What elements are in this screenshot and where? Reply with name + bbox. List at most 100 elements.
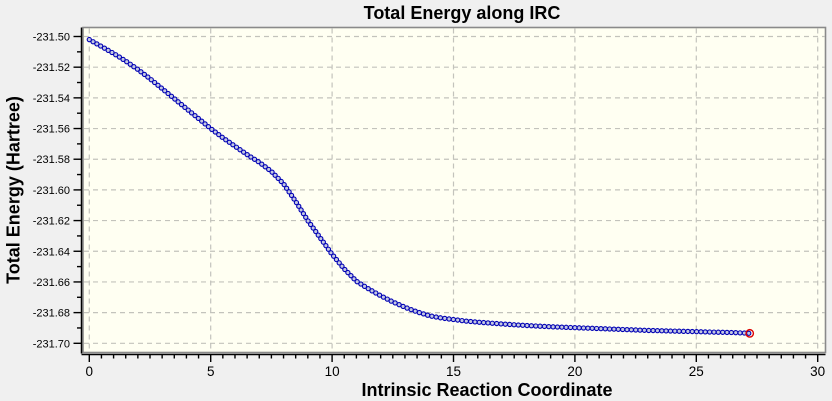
irc-data-point[interactable] bbox=[182, 104, 188, 110]
irc-data-point[interactable] bbox=[342, 266, 348, 273]
irc-data-point[interactable] bbox=[351, 276, 357, 282]
irc-data-point[interactable] bbox=[223, 137, 229, 143]
irc-data-point[interactable] bbox=[226, 139, 232, 145]
irc-data-point[interactable] bbox=[467, 318, 474, 325]
irc-data-point[interactable] bbox=[615, 326, 621, 332]
irc-data-point[interactable] bbox=[124, 59, 130, 65]
irc-data-point[interactable] bbox=[380, 294, 387, 300]
irc-data-point[interactable] bbox=[489, 320, 495, 326]
irc-data-point[interactable] bbox=[476, 319, 482, 325]
irc-data-point[interactable] bbox=[737, 330, 743, 336]
irc-data-point[interactable] bbox=[663, 328, 669, 334]
irc-data-point[interactable] bbox=[365, 286, 371, 292]
irc-data-point[interactable] bbox=[272, 172, 278, 178]
irc-data-point[interactable] bbox=[86, 36, 92, 43]
irc-data-point[interactable] bbox=[328, 250, 334, 256]
irc-data-point[interactable] bbox=[659, 328, 665, 334]
irc-data-point[interactable] bbox=[606, 326, 613, 332]
selected-point-ring[interactable] bbox=[745, 328, 755, 338]
irc-data-point[interactable] bbox=[212, 129, 218, 135]
irc-data-point[interactable] bbox=[424, 312, 431, 318]
irc-data-point[interactable] bbox=[168, 93, 175, 99]
irc-data-point[interactable] bbox=[429, 313, 435, 319]
irc-data-point[interactable] bbox=[315, 232, 321, 238]
irc-data-point[interactable] bbox=[559, 324, 565, 330]
irc-data-point[interactable] bbox=[262, 164, 268, 170]
irc-data-point[interactable] bbox=[646, 327, 652, 334]
irc-data-point[interactable] bbox=[175, 99, 181, 105]
irc-data-point[interactable] bbox=[455, 317, 461, 323]
irc-data-point[interactable] bbox=[209, 126, 215, 133]
irc-data-point[interactable] bbox=[433, 314, 439, 320]
irc-data-point[interactable] bbox=[172, 96, 178, 102]
irc-data-point[interactable] bbox=[358, 281, 364, 287]
irc-data-point[interactable] bbox=[298, 207, 304, 213]
irc-data-point[interactable] bbox=[345, 269, 351, 276]
irc-data-point[interactable] bbox=[205, 124, 212, 130]
irc-data-point[interactable] bbox=[165, 90, 171, 97]
irc-data-point[interactable] bbox=[202, 121, 208, 127]
irc-data-point[interactable] bbox=[706, 329, 713, 335]
irc-data-point[interactable] bbox=[330, 253, 337, 259]
irc-data-point[interactable] bbox=[305, 218, 311, 224]
irc-data-point[interactable] bbox=[437, 315, 444, 321]
irc-data-point[interactable] bbox=[715, 329, 721, 335]
irc-data-point[interactable] bbox=[251, 156, 258, 162]
irc-data-point[interactable] bbox=[446, 316, 452, 322]
irc-data-point[interactable] bbox=[593, 325, 600, 332]
irc-data-point[interactable] bbox=[589, 325, 595, 331]
irc-data-point[interactable] bbox=[693, 328, 700, 335]
irc-data-point[interactable] bbox=[485, 320, 491, 326]
irc-data-point[interactable] bbox=[450, 316, 457, 323]
irc-data-point[interactable] bbox=[216, 131, 222, 138]
irc-data-point[interactable] bbox=[283, 185, 290, 191]
irc-data-point[interactable] bbox=[195, 115, 201, 122]
irc-data-point[interactable] bbox=[199, 118, 205, 124]
irc-data-point[interactable] bbox=[293, 199, 300, 206]
irc-data-point[interactable] bbox=[230, 142, 236, 148]
irc-data-point[interactable] bbox=[637, 327, 643, 333]
irc-data-point[interactable] bbox=[237, 147, 243, 153]
irc-data-point[interactable] bbox=[155, 82, 161, 88]
irc-data-point[interactable] bbox=[494, 320, 500, 327]
irc-data-point[interactable] bbox=[138, 69, 144, 75]
irc-data-point[interactable] bbox=[611, 326, 617, 332]
irc-data-point[interactable] bbox=[746, 330, 752, 336]
irc-data-point[interactable] bbox=[269, 169, 275, 175]
irc-data-point[interactable] bbox=[416, 309, 423, 316]
irc-data-point[interactable] bbox=[275, 175, 281, 181]
irc-data-point[interactable] bbox=[654, 328, 661, 334]
irc-data-point[interactable] bbox=[291, 196, 297, 202]
irc-data-point[interactable] bbox=[336, 260, 342, 266]
irc-data-point[interactable] bbox=[472, 319, 478, 325]
irc-data-point[interactable] bbox=[109, 49, 115, 56]
irc-data-point[interactable] bbox=[463, 318, 469, 324]
irc-data-point[interactable] bbox=[376, 292, 383, 298]
irc-data-point[interactable] bbox=[533, 323, 539, 329]
irc-data-point[interactable] bbox=[480, 319, 487, 326]
irc-data-point[interactable] bbox=[113, 52, 119, 58]
irc-data-point[interactable] bbox=[572, 325, 578, 331]
irc-data-point[interactable] bbox=[94, 41, 100, 47]
irc-data-point[interactable] bbox=[602, 326, 608, 332]
irc-data-point[interactable] bbox=[511, 322, 517, 328]
irc-data-point[interactable] bbox=[680, 328, 687, 334]
irc-data-point[interactable] bbox=[728, 329, 735, 336]
irc-data-point[interactable] bbox=[192, 112, 198, 119]
irc-data-point[interactable] bbox=[240, 149, 247, 155]
irc-data-point[interactable] bbox=[620, 326, 626, 333]
irc-data-point[interactable] bbox=[384, 296, 390, 302]
irc-data-point[interactable] bbox=[339, 263, 345, 269]
irc-data-point[interactable] bbox=[567, 324, 574, 331]
irc-data-point[interactable] bbox=[300, 210, 307, 217]
irc-data-point[interactable] bbox=[162, 88, 168, 94]
irc-data-point[interactable] bbox=[528, 323, 535, 329]
irc-data-point[interactable] bbox=[116, 54, 123, 60]
irc-data-point[interactable] bbox=[310, 225, 316, 231]
irc-data-point[interactable] bbox=[318, 235, 324, 242]
irc-data-point[interactable] bbox=[158, 85, 165, 91]
irc-data-point[interactable] bbox=[127, 61, 133, 67]
irc-data-point[interactable] bbox=[563, 324, 569, 330]
irc-data-point[interactable] bbox=[507, 321, 513, 328]
irc-data-point[interactable] bbox=[255, 158, 261, 165]
